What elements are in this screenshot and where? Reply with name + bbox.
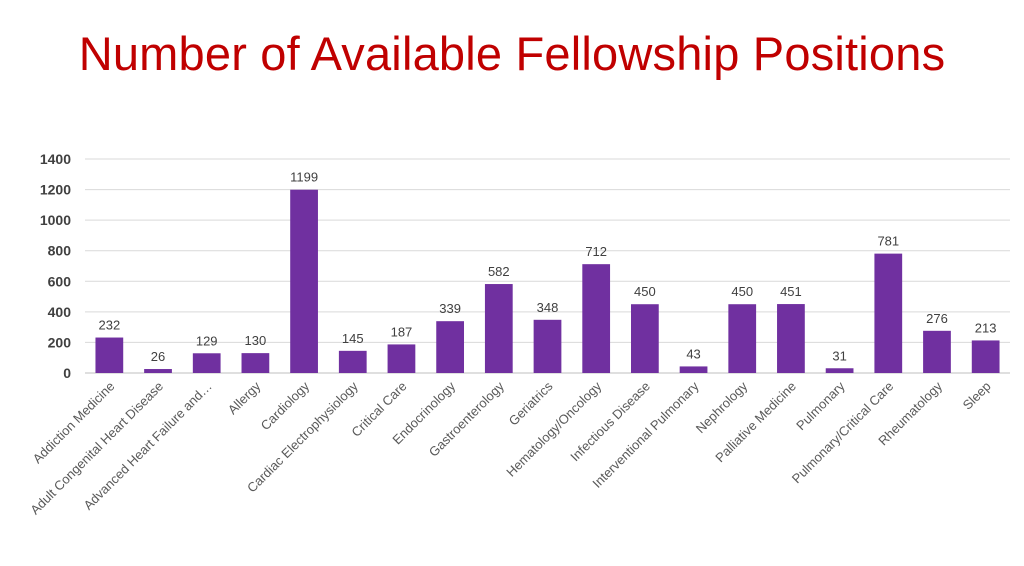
- data-label: 31: [832, 348, 846, 363]
- y-tick-label: 1200: [40, 182, 71, 198]
- bar: [144, 369, 172, 373]
- bar: [777, 304, 805, 373]
- bar: [971, 340, 1000, 373]
- data-label: 213: [975, 320, 997, 335]
- x-tick-label: Addiction Medicine: [30, 379, 118, 467]
- bar: [241, 353, 270, 373]
- x-tick-label: Geriatrics: [506, 378, 556, 428]
- data-label: 26: [151, 349, 165, 364]
- y-tick-label: 600: [48, 273, 72, 289]
- data-label: 232: [98, 318, 120, 333]
- data-label: 43: [686, 346, 700, 361]
- data-label: 450: [731, 284, 753, 299]
- bar: [630, 304, 659, 373]
- bar: [923, 330, 951, 373]
- x-tick-label: Hematology/Oncology: [503, 378, 604, 479]
- bar: [338, 350, 367, 373]
- bar: [728, 304, 757, 373]
- x-tick-label: Sleep: [960, 379, 994, 413]
- bar: [290, 189, 318, 373]
- data-label: 1199: [290, 170, 318, 185]
- bar: [484, 284, 513, 373]
- y-tick-label: 1000: [40, 212, 71, 228]
- data-label: 451: [780, 284, 802, 299]
- y-tick-label: 0: [63, 365, 71, 381]
- data-label: 276: [926, 311, 948, 326]
- y-tick-label: 400: [48, 304, 72, 320]
- bar: [192, 353, 221, 373]
- x-tick-label: Allergy: [225, 378, 264, 417]
- data-label: 712: [585, 244, 607, 259]
- x-tick-label: Palliative Medicine: [712, 379, 799, 466]
- bar: [436, 321, 465, 373]
- data-label: 781: [877, 234, 899, 249]
- data-label: 450: [634, 284, 656, 299]
- y-tick-label: 200: [48, 334, 72, 350]
- data-label: 129: [196, 333, 218, 348]
- bar: [387, 344, 416, 373]
- data-label: 582: [488, 264, 510, 279]
- bar: [679, 366, 708, 373]
- bar: [533, 319, 562, 373]
- data-label: 187: [391, 324, 413, 339]
- data-label: 130: [245, 333, 267, 348]
- data-label: 145: [342, 331, 364, 346]
- bar: [582, 264, 611, 373]
- bar: [874, 253, 903, 373]
- chart-title: Number of Available Fellowship Positions: [78, 27, 946, 80]
- bar: [95, 337, 124, 373]
- data-label: 348: [537, 300, 559, 315]
- bar: [825, 368, 854, 373]
- y-tick-label: 800: [48, 243, 72, 259]
- y-tick-label: 1400: [40, 151, 71, 167]
- data-label: 339: [439, 301, 461, 316]
